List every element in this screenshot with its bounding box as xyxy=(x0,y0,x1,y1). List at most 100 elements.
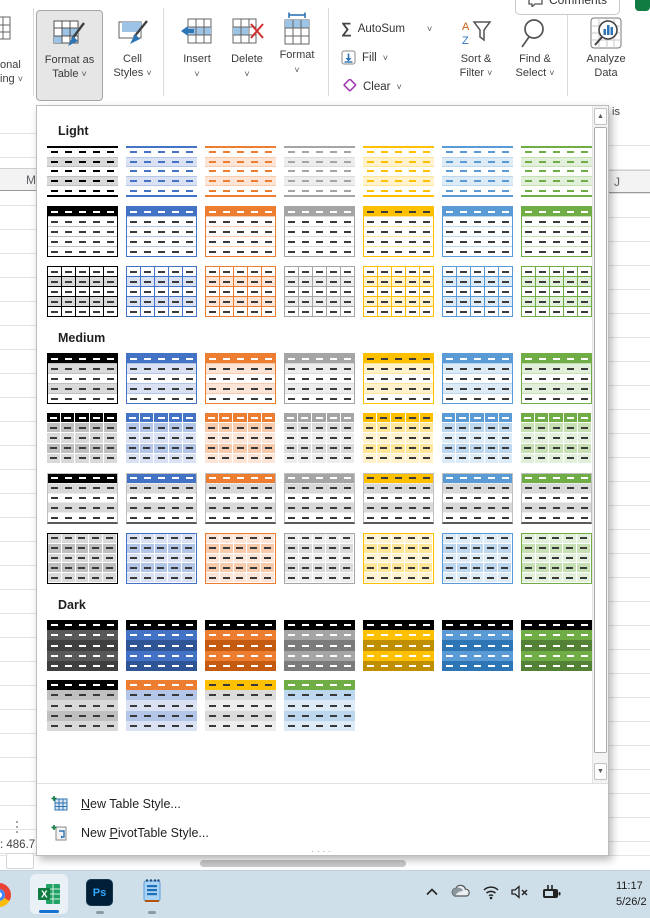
table-style-swatch-cell_grid-sky[interactable] xyxy=(442,533,513,584)
clear-button[interactable]: Clear ˅ xyxy=(341,79,402,94)
table-style-swatch-cells-green[interactable] xyxy=(521,413,592,465)
table-style-swatch-lines-gray[interactable] xyxy=(284,146,355,197)
table-style-swatch-grid-blue[interactable] xyxy=(126,266,197,317)
table-style-swatch-cells-black[interactable] xyxy=(47,413,118,465)
table-style-swatch-cells-blue[interactable] xyxy=(126,413,197,465)
table-style-swatch-header_outline-orange[interactable] xyxy=(205,206,276,257)
table-style-swatch-header_outline-green[interactable] xyxy=(521,206,592,257)
autosum-button[interactable]: ∑ AutoSum ˅ xyxy=(341,20,433,37)
delete-button[interactable]: Delete ˅ xyxy=(222,16,272,79)
format-button[interactable]: Format ˅ xyxy=(271,12,323,75)
table-style-swatch-solid_header_banded-gray[interactable] xyxy=(284,353,355,404)
table-style-swatch-solid_header_gray-gray[interactable] xyxy=(284,473,355,524)
svg-text:X: X xyxy=(41,890,48,901)
table-style-swatch-solid_header_banded-gold[interactable] xyxy=(363,353,434,404)
tray-chevron-up-icon[interactable] xyxy=(424,884,440,900)
cell-styles-button[interactable]: Cell Styles ˅ xyxy=(104,10,161,99)
table-style-swatch-cell_grid-gold[interactable] xyxy=(363,533,434,584)
table-style-swatch-lines-sky[interactable] xyxy=(442,146,513,197)
table-style-swatch-solid_header_banded-orange[interactable] xyxy=(205,353,276,404)
taskbar-photoshop-button[interactable]: Ps xyxy=(86,879,113,915)
table-style-swatch-cell_grid-blue[interactable] xyxy=(126,533,197,584)
battery-plug-icon[interactable] xyxy=(540,883,562,901)
horizontal-scrollbar-thumb[interactable] xyxy=(200,860,406,867)
scrollbar-thumb[interactable] xyxy=(594,127,607,753)
column-header-right[interactable]: J xyxy=(609,170,650,193)
scroll-down-button[interactable]: ▼ xyxy=(594,763,607,780)
column-header-left-label: M xyxy=(26,172,36,187)
table-style-swatch-solid_header_banded-black[interactable] xyxy=(47,353,118,404)
chrome-icon-partial[interactable] xyxy=(0,883,11,907)
table-style-swatch-cell_grid-green[interactable] xyxy=(521,533,592,584)
table-style-swatch-grid-black[interactable] xyxy=(47,266,118,317)
svg-text:A: A xyxy=(462,21,470,33)
table-style-swatch-dark_contrast-black[interactable] xyxy=(47,680,118,732)
table-style-swatch-solid_header_gray-black[interactable] xyxy=(47,473,118,524)
table-style-swatch-header_outline-gray[interactable] xyxy=(284,206,355,257)
table-style-swatch-solid_header_banded-green[interactable] xyxy=(521,353,592,404)
table-style-swatch-dark-green[interactable] xyxy=(521,620,592,672)
taskbar-excel-button[interactable]: X xyxy=(30,874,68,914)
table-style-swatch-lines-orange[interactable] xyxy=(205,146,276,197)
sheet-right-strip xyxy=(609,122,650,855)
table-style-swatch-grid-green[interactable] xyxy=(521,266,592,317)
active-app-indicator xyxy=(39,910,59,913)
volume-muted-icon[interactable] xyxy=(510,884,530,900)
format-as-table-button[interactable]: Format as Table ˅ xyxy=(36,10,103,101)
table-style-swatch-solid_header_banded-blue[interactable] xyxy=(126,353,197,404)
table-style-swatch-lines-green[interactable] xyxy=(521,146,592,197)
wifi-icon[interactable] xyxy=(482,884,500,900)
table-style-swatch-solid_header_banded-sky[interactable] xyxy=(442,353,513,404)
table-style-swatch-dark_contrast-orange[interactable] xyxy=(126,680,197,732)
table-style-swatch-grid-gold[interactable] xyxy=(363,266,434,317)
table-style-swatch-cell_grid-black[interactable] xyxy=(47,533,118,584)
table-style-swatch-dark_contrast-gold[interactable] xyxy=(205,680,276,732)
fill-button[interactable]: Fill ˅ xyxy=(341,50,388,65)
table-style-swatch-cells-sky[interactable] xyxy=(442,413,513,465)
table-style-swatch-solid_header_gray-orange[interactable] xyxy=(205,473,276,524)
table-style-swatch-cell_grid-orange[interactable] xyxy=(205,533,276,584)
table-style-swatch-header_outline-gold[interactable] xyxy=(363,206,434,257)
table-style-swatch-solid_header_gray-sky[interactable] xyxy=(442,473,513,524)
table-style-swatch-dark-black[interactable] xyxy=(47,620,118,672)
analyze-data-button[interactable]: Analyze Data xyxy=(574,16,638,80)
table-style-swatch-cells-gray[interactable] xyxy=(284,413,355,465)
new-pivottable-style-label: New PivotTable Style... xyxy=(81,825,209,840)
table-style-swatch-header_outline-sky[interactable] xyxy=(442,206,513,257)
scroll-up-button[interactable]: ▲ xyxy=(594,108,607,125)
new-table-style-item[interactable]: New Table Style... xyxy=(37,789,608,818)
gallery-scrollbar[interactable]: ▲ ▼ xyxy=(592,106,608,783)
table-style-swatch-lines-blue[interactable] xyxy=(126,146,197,197)
conditional-formatting-button-partial[interactable]: onal ing ˅ xyxy=(0,14,30,86)
table-style-swatch-header_outline-black[interactable] xyxy=(47,206,118,257)
new-pivottable-style-item[interactable]: New PivotTable Style... xyxy=(37,818,608,847)
table-style-swatch-header_outline-blue[interactable] xyxy=(126,206,197,257)
table-style-swatch-solid_header_gray-blue[interactable] xyxy=(126,473,197,524)
onedrive-cloud-icon[interactable] xyxy=(450,884,472,900)
table-style-swatch-dark_contrast-green[interactable] xyxy=(284,680,355,732)
table-style-swatch-grid-gray[interactable] xyxy=(284,266,355,317)
table-style-swatch-dark-sky[interactable] xyxy=(442,620,513,672)
table-style-swatch-cell_grid-gray[interactable] xyxy=(284,533,355,584)
comments-button[interactable]: Comments xyxy=(514,0,620,15)
insert-button[interactable]: Insert ˅ xyxy=(172,16,222,79)
taskbar-clock[interactable]: 11:17 5/26/2 xyxy=(616,878,647,910)
table-style-swatch-lines-gold[interactable] xyxy=(363,146,434,197)
table-style-swatch-cells-gold[interactable] xyxy=(363,413,434,465)
table-style-swatch-dark-orange[interactable] xyxy=(205,620,276,672)
gallery-resize-handle[interactable]: .... xyxy=(311,843,334,854)
table-style-swatch-solid_header_gray-green[interactable] xyxy=(521,473,592,524)
sort-filter-button[interactable]: A Z Sort & Filter ˅ xyxy=(446,18,506,80)
table-style-swatch-cells-orange[interactable] xyxy=(205,413,276,465)
table-style-swatch-dark-gold[interactable] xyxy=(363,620,434,672)
table-style-swatch-grid-orange[interactable] xyxy=(205,266,276,317)
table-style-swatch-lines-black[interactable] xyxy=(47,146,118,197)
find-select-button[interactable]: Find & Select ˅ xyxy=(506,18,564,80)
table-style-swatch-dark-blue[interactable] xyxy=(126,620,197,672)
table-style-swatch-grid-sky[interactable] xyxy=(442,266,513,317)
taskbar-notepad-button[interactable] xyxy=(140,877,164,915)
share-button-partial[interactable] xyxy=(635,0,650,11)
column-header-left[interactable]: M xyxy=(0,168,43,191)
table-style-swatch-dark-gray[interactable] xyxy=(284,620,355,672)
table-style-swatch-solid_header_gray-gold[interactable] xyxy=(363,473,434,524)
